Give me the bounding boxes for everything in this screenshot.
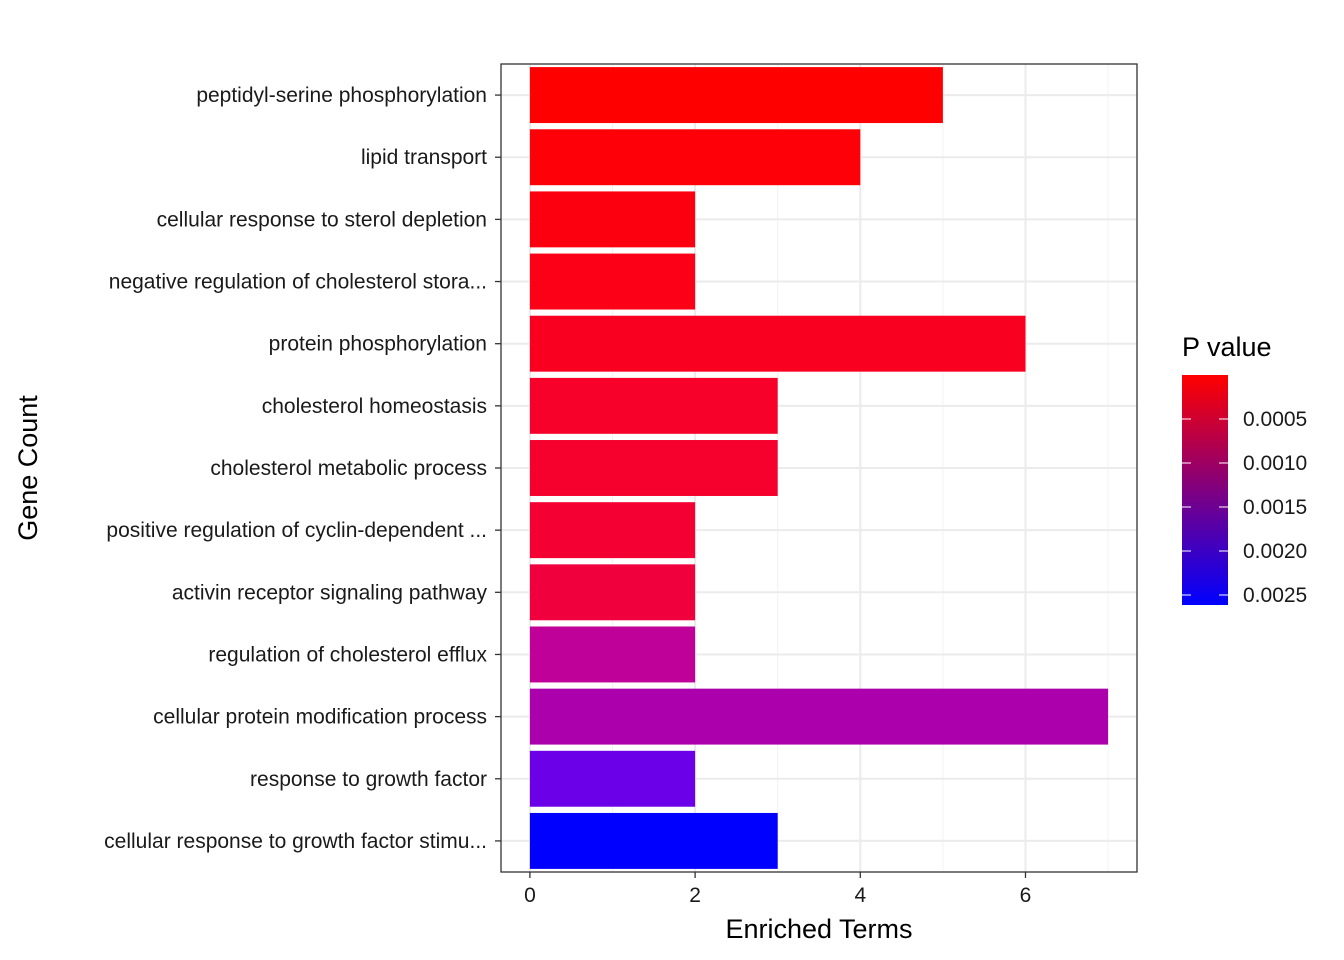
legend-label: 0.0025: [1243, 584, 1307, 607]
x-axis-title: Enriched Terms: [725, 914, 912, 944]
bar: [529, 564, 696, 621]
y-tick-label: protein phosphorylation: [269, 333, 487, 356]
bar: [529, 129, 861, 186]
y-tick-label: activin receptor signaling pathway: [172, 581, 488, 604]
bar: [529, 440, 778, 496]
y-tick-label: positive regulation of cyclin-dependent …: [106, 519, 487, 542]
y-tick-label: regulation of cholesterol efflux: [208, 643, 487, 666]
x-tick-label: 2: [689, 884, 701, 907]
bar: [529, 377, 778, 434]
legend-label: 0.0020: [1243, 540, 1307, 563]
bar: [529, 750, 696, 807]
bar: [529, 812, 778, 869]
legend-label: 0.0015: [1243, 496, 1307, 519]
legend-colorbar: [1182, 375, 1228, 605]
y-tick-label: cellular response to growth factor stimu…: [104, 830, 487, 853]
legend-label: 0.0005: [1243, 408, 1307, 431]
y-tick-label: peptidyl-serine phosphorylation: [196, 84, 487, 107]
y-tick-label: negative regulation of cholesterol stora…: [109, 271, 487, 294]
x-axis: 0 2 4 6: [524, 872, 1031, 907]
y-tick-label: response to growth factor: [250, 768, 487, 791]
legend-ticks: 0.0005 0.0010 0.0015 0.0020 0.0025: [1182, 408, 1307, 607]
legend: P value 0.0005 0.0010 0.0015 0.0020 0.0025: [1182, 332, 1307, 607]
bar: [529, 626, 696, 683]
y-tick-label: cellular protein modification process: [153, 706, 487, 729]
bar: [529, 688, 1109, 745]
y-tick-label: cholesterol metabolic process: [210, 457, 487, 480]
y-axis: peptidyl-serine phosphorylation lipid tra…: [104, 84, 501, 853]
bars: [529, 67, 1109, 869]
bar: [529, 502, 696, 559]
bar: [529, 253, 696, 310]
y-tick-label: cholesterol homeostasis: [262, 395, 487, 418]
bar: [529, 315, 1026, 372]
legend-label: 0.0010: [1243, 452, 1307, 475]
x-tick-label: 4: [854, 884, 866, 907]
y-tick-label: lipid transport: [361, 146, 487, 169]
legend-title: P value: [1182, 332, 1272, 362]
bar: [529, 67, 943, 124]
y-axis-title: Gene Count: [13, 395, 43, 541]
x-tick-label: 6: [1020, 884, 1032, 907]
bar: [529, 191, 696, 248]
x-tick-label: 0: [524, 884, 536, 907]
y-tick-label: cellular response to sterol depletion: [157, 208, 487, 231]
